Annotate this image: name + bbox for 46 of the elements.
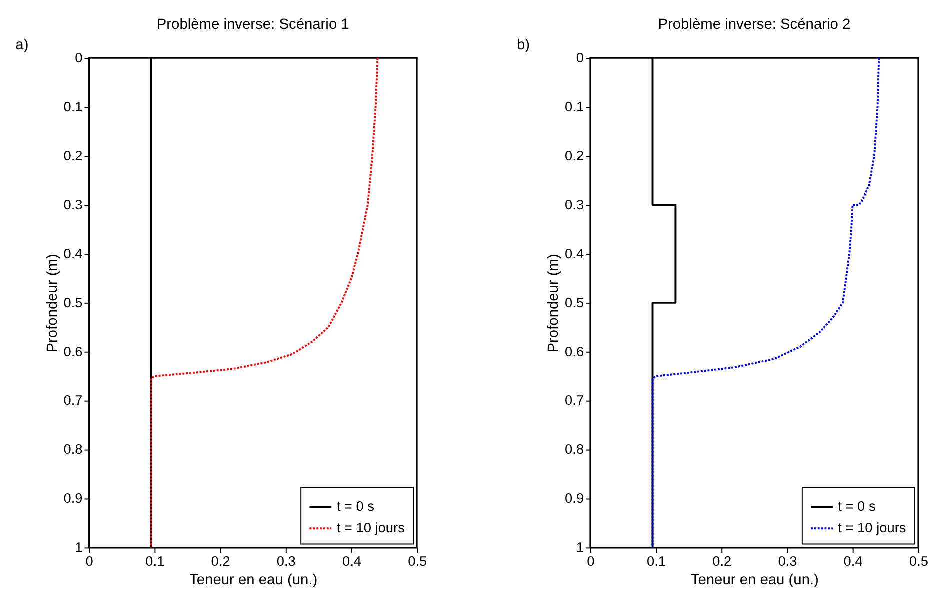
text: b) bbox=[516, 37, 530, 54]
x-tick-label: 0.1 bbox=[647, 554, 666, 569]
x-tick-label: 0.2 bbox=[712, 554, 732, 569]
text: a) bbox=[16, 37, 29, 54]
legend-label: t = 0 s bbox=[336, 498, 375, 514]
y-tick-label: 1 bbox=[576, 540, 584, 556]
y-tick-label: 0.5 bbox=[64, 295, 84, 310]
x-tick-label: 0.5 bbox=[909, 554, 929, 569]
y-tick-label: 0.8 bbox=[565, 442, 584, 458]
y-tick-label: 0 bbox=[576, 50, 584, 66]
y-tick-label: 0.5 bbox=[565, 295, 584, 310]
y-tick-label: 0 bbox=[75, 50, 84, 66]
y-tick-label: 0.7 bbox=[565, 393, 584, 408]
y-tick-label: 0.4 bbox=[565, 246, 584, 262]
y-tick-label: 1 bbox=[75, 540, 83, 556]
x-tick-label: 0 bbox=[587, 554, 596, 569]
y-tick-label: 0.6 bbox=[565, 344, 584, 360]
y-axis-title: Profondeur (m) bbox=[44, 254, 61, 353]
y-tick-label: 0.1 bbox=[565, 100, 584, 115]
x-tick-label: 0.3 bbox=[778, 554, 798, 569]
x-tick-label: 0.5 bbox=[408, 554, 428, 569]
x-tick-label: 0.1 bbox=[146, 554, 165, 569]
x-tick-label: 0.4 bbox=[342, 554, 362, 569]
y-tick-label: 0.6 bbox=[64, 344, 84, 360]
y-tick-label: 0.3 bbox=[565, 197, 584, 212]
x-axis-title: Teneur en eau (un.) bbox=[190, 572, 318, 588]
y-tick-label: 0.8 bbox=[64, 442, 84, 458]
y-tick-label: 0.2 bbox=[565, 148, 584, 164]
x-tick-label: 0.3 bbox=[276, 554, 296, 569]
y-axis-title: Profondeur (m) bbox=[546, 254, 562, 353]
x-tick-label: 0 bbox=[86, 554, 94, 569]
chart-title: Problème inverse: Scénario 1 bbox=[156, 16, 350, 33]
x-axis-title: Teneur en eau (un.) bbox=[690, 572, 819, 588]
chart-title: Problème inverse: Scénario 2 bbox=[658, 16, 851, 33]
legend-label: t = 0 s bbox=[838, 498, 876, 514]
y-tick-label: 0.2 bbox=[64, 148, 83, 164]
y-tick-label: 0.4 bbox=[64, 246, 84, 262]
y-tick-label: 0.7 bbox=[64, 393, 83, 408]
y-tick-label: 0.1 bbox=[64, 100, 83, 115]
y-tick-label: 0.9 bbox=[565, 491, 584, 506]
legend-label: t = 10 jours bbox=[336, 520, 406, 536]
y-tick-label: 0.3 bbox=[64, 197, 84, 212]
x-tick-label: 0.4 bbox=[844, 554, 864, 569]
y-tick-label: 0.9 bbox=[64, 491, 83, 506]
x-tick-label: 0.2 bbox=[211, 554, 230, 569]
legend-label: t = 10 jours bbox=[838, 520, 906, 536]
